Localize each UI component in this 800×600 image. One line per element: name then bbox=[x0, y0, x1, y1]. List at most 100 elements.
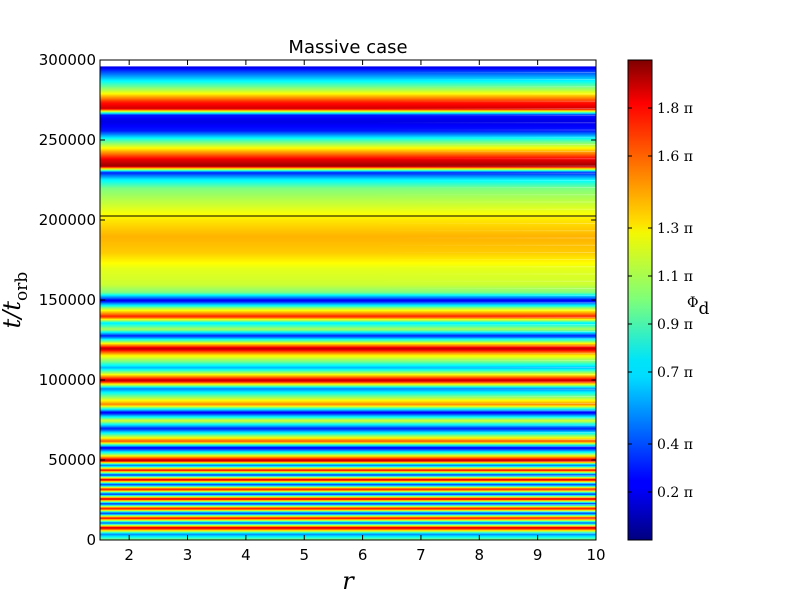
phase-band bbox=[100, 191, 596, 193]
colorbar-label-sub: d bbox=[698, 299, 709, 319]
phase-band bbox=[100, 87, 596, 89]
phase-band bbox=[100, 377, 596, 379]
phase-streak bbox=[372, 158, 596, 160]
phase-band bbox=[100, 338, 596, 340]
phase-band bbox=[100, 325, 596, 327]
phase-band bbox=[100, 77, 596, 79]
phase-band bbox=[100, 458, 596, 460]
phase-band bbox=[100, 440, 596, 442]
y-tick-label: 200000 bbox=[39, 211, 96, 229]
phase-band bbox=[100, 159, 596, 161]
phase-band bbox=[100, 163, 596, 165]
phase-band bbox=[100, 175, 596, 177]
colorbar-label-main: Φ bbox=[687, 295, 698, 311]
phase-band bbox=[100, 360, 596, 363]
y-tick-label: 100000 bbox=[39, 371, 96, 389]
phase-band bbox=[100, 384, 596, 386]
phase-band bbox=[100, 513, 596, 515]
phase-band bbox=[100, 365, 596, 367]
phase-band bbox=[100, 436, 596, 438]
phase-streak bbox=[372, 108, 596, 109]
phase-band bbox=[100, 385, 596, 387]
phase-band bbox=[100, 408, 596, 410]
phase-band bbox=[100, 436, 596, 439]
phase-band bbox=[100, 242, 596, 244]
phase-band bbox=[100, 516, 596, 519]
phase-band bbox=[100, 183, 596, 185]
phase-band bbox=[100, 297, 596, 299]
phase-band bbox=[100, 413, 596, 415]
phase-streak bbox=[372, 295, 596, 296]
phase-band bbox=[100, 384, 596, 387]
phase-band bbox=[100, 241, 596, 243]
phase-streak bbox=[372, 324, 596, 325]
phase-band bbox=[100, 535, 596, 537]
phase-band bbox=[100, 306, 596, 308]
phase-band bbox=[100, 214, 596, 216]
plot-area bbox=[100, 60, 596, 540]
phase-band bbox=[100, 366, 596, 368]
phase-band bbox=[100, 528, 596, 531]
phase-streak bbox=[372, 172, 596, 174]
phase-band bbox=[100, 232, 596, 234]
phase-band bbox=[100, 323, 596, 325]
phase-band bbox=[100, 418, 596, 420]
phase-band bbox=[100, 335, 596, 337]
phase-band bbox=[100, 137, 596, 139]
phase-band bbox=[100, 224, 596, 226]
phase-band bbox=[100, 317, 596, 319]
phase-band bbox=[100, 131, 596, 133]
phase-band bbox=[100, 498, 596, 500]
phase-band bbox=[100, 428, 596, 430]
phase-band bbox=[100, 396, 596, 398]
phase-band bbox=[100, 400, 596, 403]
colorbar-tick-label: 0.4 π bbox=[657, 437, 693, 453]
phase-streak bbox=[372, 115, 596, 116]
phase-band bbox=[100, 353, 596, 355]
phase-band bbox=[100, 330, 596, 332]
phase-band bbox=[100, 464, 596, 467]
phase-band bbox=[100, 480, 596, 483]
phase-band bbox=[100, 442, 596, 444]
phase-band bbox=[100, 94, 596, 96]
phase-band bbox=[100, 509, 596, 511]
phase-band bbox=[100, 235, 596, 237]
phase-band bbox=[100, 173, 596, 175]
phase-band bbox=[100, 380, 596, 382]
phase-band bbox=[100, 112, 596, 114]
phase-band bbox=[100, 394, 596, 396]
phase-band bbox=[100, 454, 596, 456]
phase-band bbox=[100, 423, 596, 425]
x-tick-label: 4 bbox=[241, 546, 251, 564]
y-axis-label-main: t/t bbox=[0, 301, 26, 329]
phase-streak bbox=[372, 518, 596, 520]
phase-band bbox=[100, 357, 596, 359]
phase-band bbox=[100, 332, 596, 335]
phase-band bbox=[100, 205, 596, 207]
phase-band bbox=[100, 228, 596, 231]
y-tick-label: 300000 bbox=[39, 51, 96, 69]
phase-band bbox=[100, 352, 596, 355]
phase-band bbox=[100, 96, 596, 99]
phase-band bbox=[100, 328, 596, 331]
phase-band bbox=[100, 416, 596, 418]
phase-streak bbox=[372, 316, 596, 318]
phase-band bbox=[100, 462, 596, 464]
phase-streak bbox=[372, 100, 596, 102]
phase-band bbox=[100, 345, 596, 347]
phase-band bbox=[100, 140, 596, 142]
phase-band bbox=[100, 276, 596, 278]
phase-band bbox=[100, 519, 596, 521]
phase-band bbox=[100, 282, 596, 284]
x-tick-label: 8 bbox=[475, 546, 485, 564]
phase-band bbox=[100, 103, 596, 105]
phase-streak bbox=[372, 374, 596, 376]
phase-band bbox=[100, 168, 596, 170]
phase-band bbox=[100, 92, 596, 95]
phase-band bbox=[100, 105, 596, 107]
phase-band bbox=[100, 120, 596, 123]
phase-band bbox=[100, 116, 596, 119]
x-tick-label: 5 bbox=[299, 546, 309, 564]
phase-band bbox=[100, 266, 596, 268]
